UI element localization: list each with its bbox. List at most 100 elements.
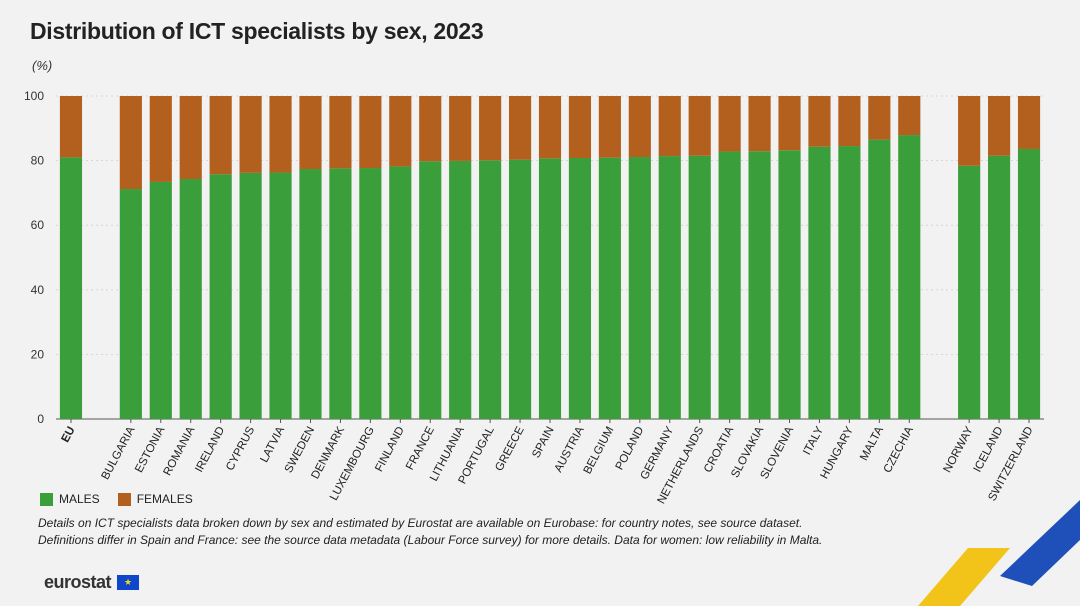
bar-males-bulgaria: [119, 189, 142, 419]
x-tick-label: BELGIUM: [582, 425, 617, 476]
bar-males-portugal: [479, 160, 502, 420]
bar-males-romania: [179, 179, 202, 419]
bar-females-sweden: [299, 96, 322, 169]
x-tick-label: NORWAY: [942, 424, 976, 474]
y-tick-label: 60: [31, 218, 45, 232]
bar-males-greece: [508, 159, 532, 420]
bar-females-slovenia: [778, 96, 801, 151]
bar-males-ireland: [209, 174, 232, 419]
x-tick-label: CZECHIA: [882, 424, 916, 474]
eurostat-logo: eurostat ★: [44, 572, 140, 593]
x-tick-label: SPAIN: [530, 425, 556, 460]
bar-females-eu: [59, 96, 83, 158]
bar-females-portugal: [479, 96, 502, 161]
bar-females-netherlands: [688, 96, 711, 156]
y-tick-label: 40: [31, 283, 45, 297]
bar-females-austria: [568, 96, 592, 159]
bar-males-estonia: [149, 181, 172, 419]
bar-females-spain: [538, 96, 562, 159]
footnote-2: Definitions differ in Spain and France: …: [38, 533, 823, 547]
bar-females-finland: [389, 96, 412, 167]
bar-males-italy: [808, 146, 831, 419]
legend-label-males: MALES: [59, 492, 100, 506]
bar-males-switzerland: [1017, 148, 1041, 420]
x-tick-label: ICELAND: [972, 425, 1006, 475]
bar-females-hungary: [838, 96, 861, 147]
legend: MALES FEMALES: [40, 492, 193, 506]
x-tick-label: MALTA: [858, 424, 886, 462]
bar-females-estonia: [149, 96, 172, 182]
x-tick-label: BULGARIA: [100, 424, 138, 481]
x-tick-label: CROATIA: [702, 424, 736, 474]
bar-females-iceland: [988, 96, 1011, 156]
bar-females-ireland: [209, 96, 232, 175]
bar-males-lithuania: [449, 160, 472, 419]
bar-females-slovakia: [748, 96, 771, 152]
bar-females-france: [419, 96, 442, 162]
bar-females-belgium: [598, 96, 621, 158]
bar-females-latvia: [269, 96, 292, 173]
legend-swatch-females: [117, 492, 131, 506]
x-tick-label: POLAND: [614, 425, 647, 472]
x-tick-label: LATVIA: [258, 424, 287, 464]
bar-females-bulgaria: [119, 96, 142, 190]
bar-males-poland: [628, 157, 651, 419]
x-tick-label: SWEDEN: [283, 425, 317, 475]
x-tick-label: AUSTRIA: [553, 424, 587, 474]
bar-males-cyprus: [239, 172, 262, 419]
legend-item-females: FEMALES: [117, 492, 193, 506]
y-tick-label: 80: [31, 154, 45, 168]
legend-label-females: FEMALES: [136, 492, 193, 506]
x-tick-label: FRANCE: [404, 424, 437, 472]
bar-females-lithuania: [449, 96, 472, 161]
bar-females-cyprus: [239, 96, 262, 173]
eu-flag-icon: ★: [117, 575, 140, 590]
bar-males-iceland: [988, 155, 1011, 419]
y-tick-label: 100: [24, 89, 44, 103]
bar-females-luxembourg: [359, 96, 382, 169]
footnote-1: Details on ICT specialists data broken d…: [38, 516, 803, 530]
bar-females-malta: [868, 96, 891, 140]
bar-males-spain: [538, 158, 562, 420]
bar-females-romania: [179, 96, 202, 180]
bar-males-france: [419, 161, 442, 419]
bar-males-latvia: [269, 172, 292, 419]
bar-males-hungary: [838, 146, 861, 419]
bar-females-italy: [808, 96, 831, 147]
y-tick-label: 20: [31, 347, 45, 361]
y-tick-label: 0: [37, 412, 44, 426]
bar-males-germany: [658, 156, 681, 419]
bar-males-eu: [59, 157, 83, 419]
bar-females-norway: [958, 96, 981, 166]
bar-males-belgium: [598, 157, 621, 419]
x-tick-label: CYPRUS: [224, 424, 257, 472]
logo-text: eurostat: [44, 572, 112, 592]
bar-females-switzerland: [1017, 96, 1041, 149]
x-tick-label: ROMANIA: [162, 424, 198, 477]
bar-females-czechia: [898, 96, 921, 136]
footnotes: Details on ICT specialists data broken d…: [38, 515, 822, 549]
bar-females-germany: [658, 96, 681, 157]
x-tick-label: FINLAND: [373, 425, 407, 474]
bar-females-poland: [628, 96, 651, 158]
legend-item-males: MALES: [40, 492, 100, 506]
bar-males-norway: [958, 165, 981, 419]
bar-females-greece: [508, 96, 532, 160]
page-title: Distribution of ICT specialists by sex, …: [30, 18, 484, 44]
bar-males-sweden: [299, 168, 322, 419]
bar-males-luxembourg: [359, 168, 382, 419]
bar-males-netherlands: [688, 155, 711, 419]
x-tick-label: ITALY: [801, 424, 826, 457]
legend-swatch-males: [40, 492, 53, 506]
x-tick-label: GREECE: [493, 424, 527, 473]
bar-males-denmark: [329, 168, 352, 419]
bar-males-slovakia: [748, 151, 771, 419]
x-tick-label: IRELAND: [193, 425, 227, 475]
bar-males-finland: [389, 166, 412, 419]
bar-males-czechia: [898, 135, 921, 419]
x-tick-label: EU: [60, 425, 78, 445]
bar-males-malta: [868, 139, 891, 420]
x-tick-label: ESTONIA: [133, 424, 167, 474]
bar-males-austria: [568, 158, 592, 420]
